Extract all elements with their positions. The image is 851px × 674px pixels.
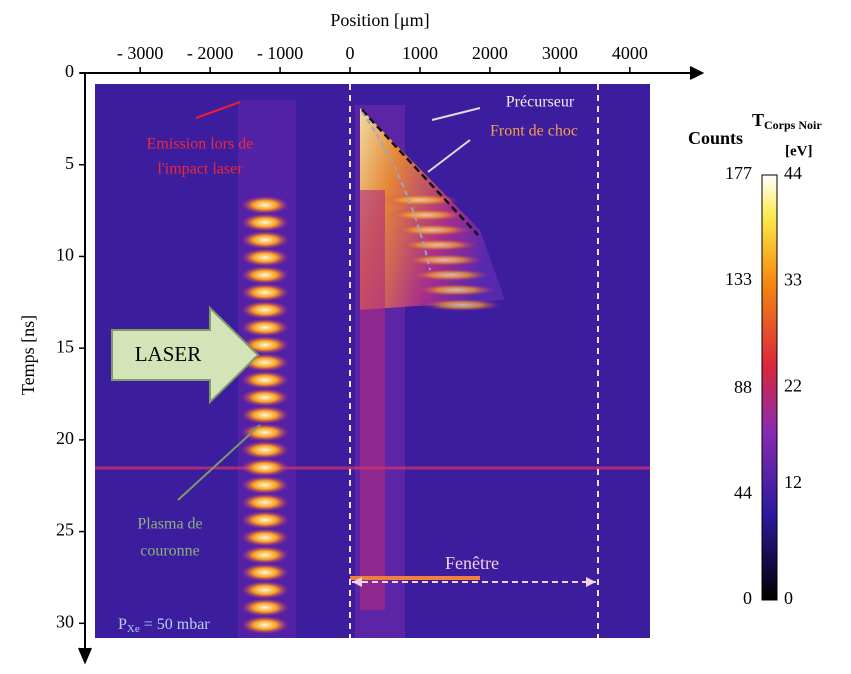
x-tick-label: - 2000 (187, 43, 234, 63)
colorbar (761, 174, 778, 601)
annotation: Front de choc (490, 123, 578, 140)
x-tick-label: - 3000 (117, 43, 164, 63)
x-axis-label: Position [μm] (330, 10, 429, 30)
emission-blob (241, 528, 289, 547)
emission-blob (241, 406, 289, 424)
annotation: Emission lors de (147, 136, 254, 153)
annotation: Précurseur (506, 94, 575, 111)
y-tick-label: 20 (56, 428, 74, 448)
streak-image (95, 84, 650, 638)
emission-blob (241, 581, 289, 599)
emission-blob (241, 563, 289, 582)
emission-blob (241, 248, 289, 267)
annotation: Fenêtre (445, 553, 499, 573)
y-tick-label: 30 (56, 611, 74, 631)
x-tick-label: 0 (346, 43, 355, 63)
annotation: LASER (135, 342, 202, 366)
colorbar-unit: [eV] (785, 143, 812, 159)
x-tick-label: 1000 (402, 43, 438, 63)
emission-blob (241, 476, 289, 494)
colorbar-tick-label: 22 (784, 376, 802, 396)
emission-blob (241, 213, 289, 232)
emission-blob (241, 196, 289, 214)
emission-blob (241, 458, 289, 477)
emission-blob (241, 546, 289, 564)
emission-blob (241, 616, 289, 634)
y-tick-label: 10 (56, 245, 74, 265)
emission-blob (241, 231, 289, 249)
colorbar-tick-label: 12 (784, 472, 802, 492)
y-tick-label: 0 (65, 61, 74, 81)
emission-blob (241, 266, 289, 284)
colorbar-title-part: Corps Noir (764, 118, 822, 132)
colorbar-tick-label: 0 (743, 588, 752, 608)
x-tick-label: 4000 (612, 43, 648, 63)
emission-blob (241, 441, 289, 459)
emission-blob (386, 209, 466, 221)
emission-blob (241, 493, 289, 512)
emission-blob (241, 388, 289, 407)
emission-blob (380, 194, 460, 206)
y-tick-label: 25 (56, 520, 74, 540)
emission-blob (241, 511, 289, 529)
emission-blob (241, 423, 289, 442)
x-tick-label: 2000 (472, 43, 508, 63)
emission-blob (422, 299, 502, 311)
annotation: couronne (140, 543, 200, 560)
annotation: l'impact laser (157, 161, 243, 178)
y-tick-label: 15 (56, 336, 74, 356)
colorbar-tick-label: 0 (784, 588, 793, 608)
annotation: Plasma de (137, 516, 202, 533)
annotation: PXe = 50 mbar (118, 616, 210, 635)
x-tick-label: - 1000 (257, 43, 304, 63)
emission-blob (241, 301, 289, 319)
colorbar-tick-label: 88 (734, 377, 752, 397)
x-tick-label: 3000 (542, 43, 578, 63)
colorbar-tick-label: 44 (734, 482, 752, 502)
emission-blob (392, 224, 472, 236)
emission-blob (398, 239, 478, 251)
colorbar-tick-label: 177 (725, 163, 752, 183)
annotation-part: Xe (127, 623, 140, 635)
emission-blob (416, 284, 496, 296)
colorbar-tick-label: 44 (784, 163, 802, 183)
axes (78, 66, 705, 665)
y-axis-label: Temps [ns] (18, 315, 38, 395)
annotation-part: = 50 mbar (140, 616, 211, 633)
y-tick-label: 5 (65, 153, 74, 173)
emission-blob (241, 318, 289, 337)
emission-blob (241, 283, 289, 302)
emission-blob (404, 254, 484, 266)
emission-blob (241, 371, 289, 389)
annotation-part: P (118, 616, 127, 633)
colorbar-title: Counts (688, 128, 743, 148)
colorbar-tick-label: 133 (725, 269, 752, 289)
colorbar-title-2: TCorps Noir (752, 110, 822, 132)
emission-blob (410, 269, 490, 281)
emission-blob (241, 598, 289, 617)
colorbar-title-part: T (752, 110, 764, 130)
colorbar-tick-label: 33 (784, 269, 802, 289)
